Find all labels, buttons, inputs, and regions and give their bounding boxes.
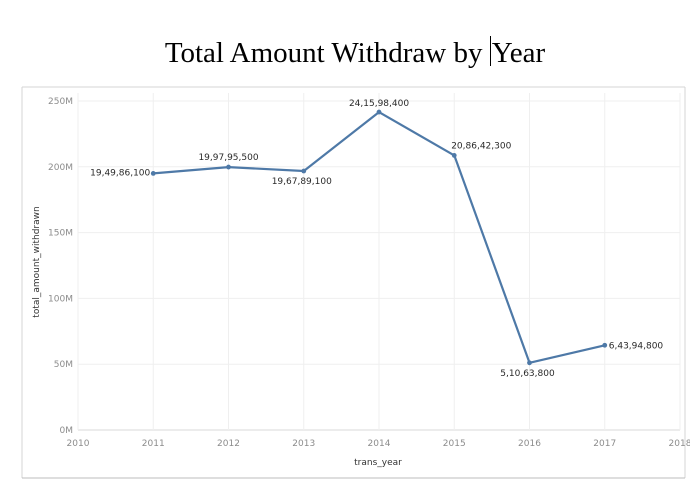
y-tick-label: 200M (48, 163, 73, 173)
x-tick-label: 2013 (292, 439, 315, 449)
data-point (301, 168, 307, 174)
y-tick-label: 150M (48, 229, 73, 239)
y-axis-ticks: 0M 50M 100M 150M 200M 250M (48, 97, 73, 436)
data-label: 24,15,98,400 (349, 99, 409, 109)
gridlines (77, 93, 681, 431)
x-tick-label: 2017 (593, 439, 616, 449)
chart-frame (21, 86, 686, 479)
y-tick-label: 0M (60, 426, 74, 436)
data-label: 5,10,63,800 (500, 369, 555, 379)
x-tick-label: 2011 (142, 439, 165, 449)
data-point (602, 342, 608, 348)
x-axis-title: trans_year (354, 458, 402, 468)
series-withdrawn (150, 109, 608, 366)
data-label: 19,97,95,500 (198, 153, 258, 163)
data-label: 19,67,89,100 (272, 177, 332, 187)
y-tick-label: 250M (48, 97, 73, 107)
data-labels: 19,49,86,100 19,97,95,500 19,67,89,100 24,1… (90, 99, 663, 379)
data-label: 19,49,86,100 (90, 168, 150, 178)
title-text-2: Year (491, 37, 546, 69)
data-point (376, 109, 382, 115)
data-point (226, 164, 231, 170)
y-axis-title: total_amount_withdrawn (32, 206, 42, 317)
data-label: 20,86,42,300 (451, 141, 511, 151)
x-tick-label: 2018 (669, 439, 690, 449)
y-tick-label: 50M (54, 360, 73, 370)
x-axis-ticks: 2010 2011 2012 2013 2014 2015 2016 2017 2018 (67, 439, 690, 449)
x-tick-label: 2010 (67, 439, 90, 449)
data-point (451, 153, 457, 158)
text-cursor (489, 36, 491, 66)
x-tick-label: 2015 (443, 439, 466, 449)
x-tick-label: 2012 (217, 439, 240, 449)
data-label: 6,43,94,800 (609, 341, 664, 351)
x-tick-label: 2016 (518, 439, 541, 449)
title-text-1: Total Amount Withdraw by (164, 37, 490, 69)
y-tick-label: 100M (48, 294, 73, 304)
x-tick-label: 2014 (368, 439, 391, 449)
page-title: Total Amount Withdraw by Year (0, 36, 690, 70)
data-point (527, 360, 532, 366)
data-point (150, 170, 156, 176)
